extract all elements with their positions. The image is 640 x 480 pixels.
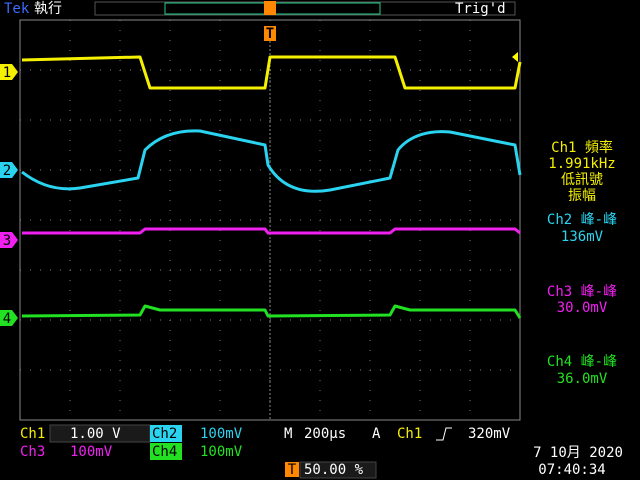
graticule-border xyxy=(19,19,521,421)
trigger-level-value: 320mV xyxy=(468,426,511,442)
ch2-marker-box xyxy=(0,162,18,178)
ch4-name: Ch4 xyxy=(152,444,177,460)
ch4-scale: 100mV xyxy=(200,444,243,460)
ch1-scale: 1.00 V xyxy=(70,426,121,442)
time: 07:40:34 xyxy=(538,462,605,478)
ch4-name-box xyxy=(150,443,182,460)
ch2-scale: 100mV xyxy=(200,426,243,442)
ch2-name-box xyxy=(150,425,182,442)
trigger-state: Trig'd xyxy=(455,1,506,17)
ch2-name: Ch2 xyxy=(152,426,177,442)
ch4-waveform xyxy=(21,304,522,319)
measurement-label: Ch4 峰-峰 xyxy=(547,354,617,370)
measurement-label: Ch2 峰-峰 xyxy=(547,212,617,228)
measurement-note: 振幅 xyxy=(568,188,596,204)
position-marker-box xyxy=(285,462,299,477)
measurement-value: 36.0mV xyxy=(557,371,608,387)
ch3-name: Ch3 xyxy=(20,444,45,460)
ch1-waveform xyxy=(21,55,522,90)
trigger-source: Ch1 xyxy=(397,426,422,442)
measurement-note: 低訊號 xyxy=(561,172,603,188)
timebase-scale: 200µs xyxy=(304,426,346,442)
ch1-marker: 1 xyxy=(3,65,11,81)
ch4-marker: 4 xyxy=(3,311,11,327)
trigger-slope xyxy=(436,427,452,441)
trigger-level xyxy=(512,52,518,62)
ch4-marker-box xyxy=(0,310,18,326)
trigger-marker: T xyxy=(266,26,274,42)
ch2-waveform xyxy=(21,129,522,193)
ch2-marker: 2 xyxy=(3,163,11,179)
position-value: 50.00 % xyxy=(304,462,364,478)
measurement-value: 136mV xyxy=(561,229,604,245)
ch1-marker-box xyxy=(0,64,18,80)
ch1-name: Ch1 xyxy=(20,426,45,442)
measurement-label: Ch1 頻率 xyxy=(551,139,613,156)
measurement-value: 1.991kHz xyxy=(548,156,615,172)
timebase-label: M xyxy=(284,426,292,442)
ch3-marker: 3 xyxy=(3,233,11,249)
measurement-label: Ch3 峰-峰 xyxy=(547,284,617,300)
trigger-pos-top xyxy=(264,1,276,15)
trigger-mode: A xyxy=(372,426,381,442)
ch3-waveform xyxy=(22,227,521,235)
record-bar xyxy=(94,1,516,16)
trigger-marker-box xyxy=(264,26,276,41)
run-status: 執行 xyxy=(34,1,62,17)
ch3-scale: 100mV xyxy=(70,444,113,460)
ch3-marker-box xyxy=(0,232,18,248)
position-box xyxy=(299,461,377,479)
position-marker: T xyxy=(288,462,297,478)
date: 7 10月 2020 xyxy=(533,445,623,461)
brand: Tek xyxy=(4,1,30,17)
measurement-value: 30.0mV xyxy=(557,300,608,316)
